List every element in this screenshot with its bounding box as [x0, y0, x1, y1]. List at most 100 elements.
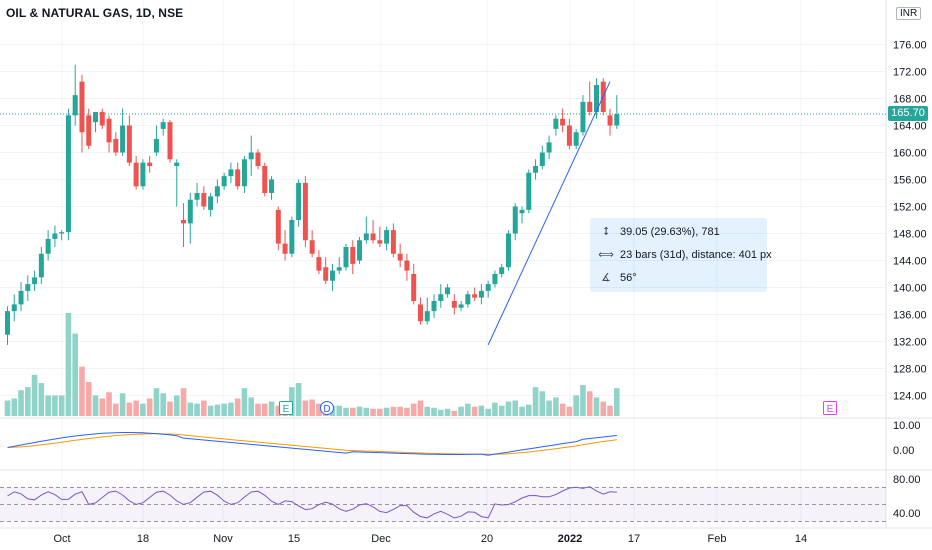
volume-bar: [471, 406, 478, 416]
volume-bar: [424, 406, 431, 416]
candle-body: [411, 274, 417, 301]
candle-body: [363, 233, 369, 241]
candle-body: [86, 115, 92, 146]
date-tick-label: Dec: [371, 533, 391, 545]
macd-line: [7, 432, 617, 456]
volume-bar: [519, 406, 525, 416]
candle-body: [289, 220, 295, 254]
candle-body: [546, 142, 552, 153]
candle-body: [59, 232, 65, 234]
volume-bar: [72, 333, 78, 416]
price-axis[interactable]: 176.00 172.00 168.00 164.00 160.00 156.00 152.…: [893, 40, 927, 521]
gridlines: [0, 0, 932, 529]
volume-bar: [316, 403, 322, 416]
volume-bar: [363, 407, 370, 416]
volume-bar: [559, 403, 566, 416]
volume-bar: [546, 400, 552, 416]
volume-bar: [356, 406, 363, 416]
volume-bars: [4, 313, 620, 416]
volume-bar: [465, 403, 471, 416]
volume-bar: [173, 395, 180, 416]
macd-signal-line: [7, 433, 617, 455]
volume-bar: [437, 409, 444, 416]
volume-bar: [553, 397, 559, 416]
candle-body: [140, 162, 146, 187]
candle-body: [573, 132, 579, 146]
horizontal-range-icon: ⟺: [598, 249, 614, 261]
volume-bar: [167, 401, 173, 416]
volume-bar: [525, 404, 532, 416]
date-tick-label: Nov: [213, 533, 233, 545]
volume-bar: [140, 403, 146, 416]
candle-body: [113, 139, 119, 153]
measure-bars-row: ⟺ 23 bars (31d), distance: 401 px: [598, 247, 772, 263]
volume-bar: [444, 408, 451, 416]
volume-bar: [160, 393, 167, 416]
candle-body: [336, 267, 342, 271]
macd-pane: [7, 432, 617, 456]
candle-body: [614, 114, 620, 126]
volume-bar: [336, 405, 343, 416]
earnings-marker: [279, 401, 293, 415]
price-tick-label: 156.00: [893, 175, 927, 187]
volume-bar: [79, 366, 85, 416]
volume-bar: [228, 402, 234, 416]
volume-bar: [146, 398, 153, 416]
candle-body: [478, 290, 484, 298]
candle-body: [93, 112, 99, 123]
rsi-pane: [0, 486, 886, 522]
volume-bar: [377, 408, 383, 416]
candle-body: [99, 112, 105, 126]
candle-body: [52, 233, 58, 239]
candle-body: [214, 186, 220, 197]
volume-bar: [600, 401, 607, 416]
candle-body: [512, 206, 518, 234]
trend-line[interactable]: [487, 81, 611, 346]
price-tick-label: 160.00: [893, 148, 927, 160]
candle-body: [445, 287, 451, 295]
volume-bar: [343, 407, 349, 416]
measure-tooltip: ⭥ 39.05 (29.63%), 781 ⟺ 23 bars (31d), dis…: [590, 218, 772, 292]
volume-bar: [302, 400, 309, 416]
volume-bar: [85, 382, 92, 416]
candle-body: [499, 267, 505, 274]
measure-price-text: 39.05 (29.63%), 781: [620, 226, 720, 238]
symbol-title[interactable]: OIL & NATURAL GAS, 1D, NSE: [6, 6, 184, 20]
candle-body: [32, 277, 38, 285]
volume-bar: [390, 406, 397, 416]
candle-body: [472, 294, 478, 298]
candle-body: [221, 176, 227, 187]
volume-bar: [539, 391, 546, 416]
candle-body: [147, 162, 153, 166]
candle-body: [533, 166, 539, 173]
volume-bar: [431, 407, 437, 416]
candle-body: [607, 115, 613, 126]
candle-body: [18, 290, 24, 305]
candle-body: [397, 253, 403, 261]
candle-body: [126, 125, 132, 163]
candle-body: [153, 139, 159, 153]
candle-body: [282, 243, 288, 254]
candle-body: [194, 193, 200, 200]
rsi-tick-label: 80.00: [893, 474, 921, 486]
volume-bar: [52, 395, 58, 416]
volume-bar: [99, 398, 106, 416]
candle-body: [25, 284, 31, 291]
candle-body: [560, 118, 566, 126]
volume-bar: [241, 388, 248, 416]
candle-body: [106, 118, 112, 143]
candle-body: [181, 220, 187, 224]
currency-label[interactable]: INR: [896, 7, 922, 20]
candle-body: [458, 304, 464, 308]
candle-body: [255, 152, 261, 166]
date-tick-label: 2022: [558, 533, 582, 545]
candle-body: [505, 233, 511, 268]
time-axis[interactable]: Oct 18 Nov 15 Dec 20 2022 17 Feb 14: [53, 533, 807, 545]
candle-body: [485, 284, 491, 291]
angle-icon: ∡: [601, 272, 611, 284]
volume-bar: [478, 405, 485, 416]
date-tick-label: 15: [288, 533, 300, 545]
measure-trend-line[interactable]: [487, 81, 611, 346]
